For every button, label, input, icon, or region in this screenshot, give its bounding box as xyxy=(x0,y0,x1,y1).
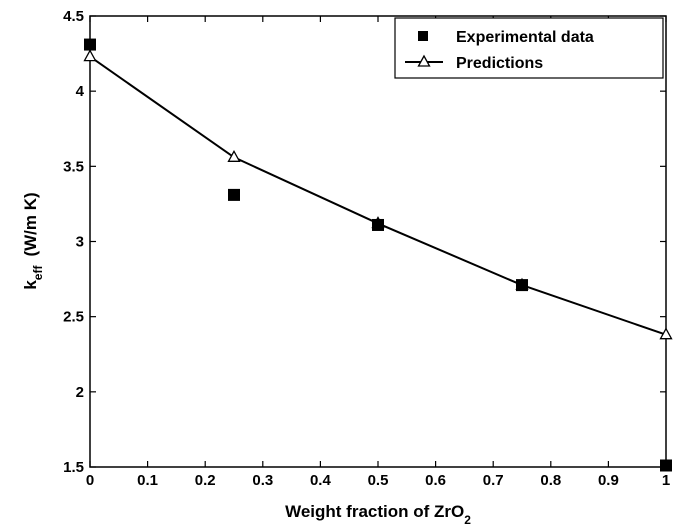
legend-label-predictions: Predictions xyxy=(456,55,543,72)
x-tick-label: 0.3 xyxy=(252,472,273,489)
y-axis-label-subscript: eff xyxy=(31,265,45,281)
y-tick-label: 3.5 xyxy=(63,158,84,175)
x-axis-label-subscript: 2 xyxy=(464,513,471,527)
y-axis-label-units: (W/m K) xyxy=(21,192,40,256)
x-tick-label: 0.2 xyxy=(195,472,216,489)
experimental-point xyxy=(660,459,672,472)
x-tick-label: 0.6 xyxy=(425,472,446,489)
x-tick-label: 0.5 xyxy=(368,472,389,489)
legend: Experimental data Predictions xyxy=(394,17,664,79)
plot-area xyxy=(89,15,667,468)
x-tick-label: 0 xyxy=(86,472,94,489)
legend-box xyxy=(394,17,664,79)
y-tick-label: 3 xyxy=(76,234,84,251)
y-tick-label: 4.5 xyxy=(63,8,84,25)
prediction-point xyxy=(659,327,673,340)
y-tick-label: 1.5 xyxy=(63,459,84,476)
y-tick-label: 2.5 xyxy=(63,309,84,326)
x-tick-label: 0.9 xyxy=(598,472,619,489)
legend-marker-predictions xyxy=(417,54,431,67)
x-tick-label: 0.7 xyxy=(483,472,504,489)
x-tick-label: 0.4 xyxy=(310,472,332,489)
y-tick-label: 2 xyxy=(76,384,84,401)
x-axis: 0 0.1 0.2 0.3 0.4 0.5 0.6 0.7 0.8 0.9 1 xyxy=(86,16,670,489)
prediction-point xyxy=(227,149,241,162)
legend-marker-experimental xyxy=(418,31,428,41)
x-tick-label: 0.8 xyxy=(540,472,561,489)
y-axis-label: keff(W/m K) xyxy=(21,192,45,289)
experimental-point xyxy=(516,279,528,292)
experimental-point xyxy=(84,38,96,51)
legend-label-experimental: Experimental data xyxy=(456,29,594,46)
experimental-point xyxy=(372,218,384,231)
y-tick-label: 4 xyxy=(76,83,85,100)
x-tick-label: 1 xyxy=(662,472,670,489)
x-tick-label: 0.1 xyxy=(137,472,158,489)
experimental-point xyxy=(228,188,240,201)
series-layer xyxy=(83,38,673,472)
x-axis-label: Weight fraction of ZrO2 xyxy=(285,502,471,527)
prediction-point xyxy=(83,49,97,62)
